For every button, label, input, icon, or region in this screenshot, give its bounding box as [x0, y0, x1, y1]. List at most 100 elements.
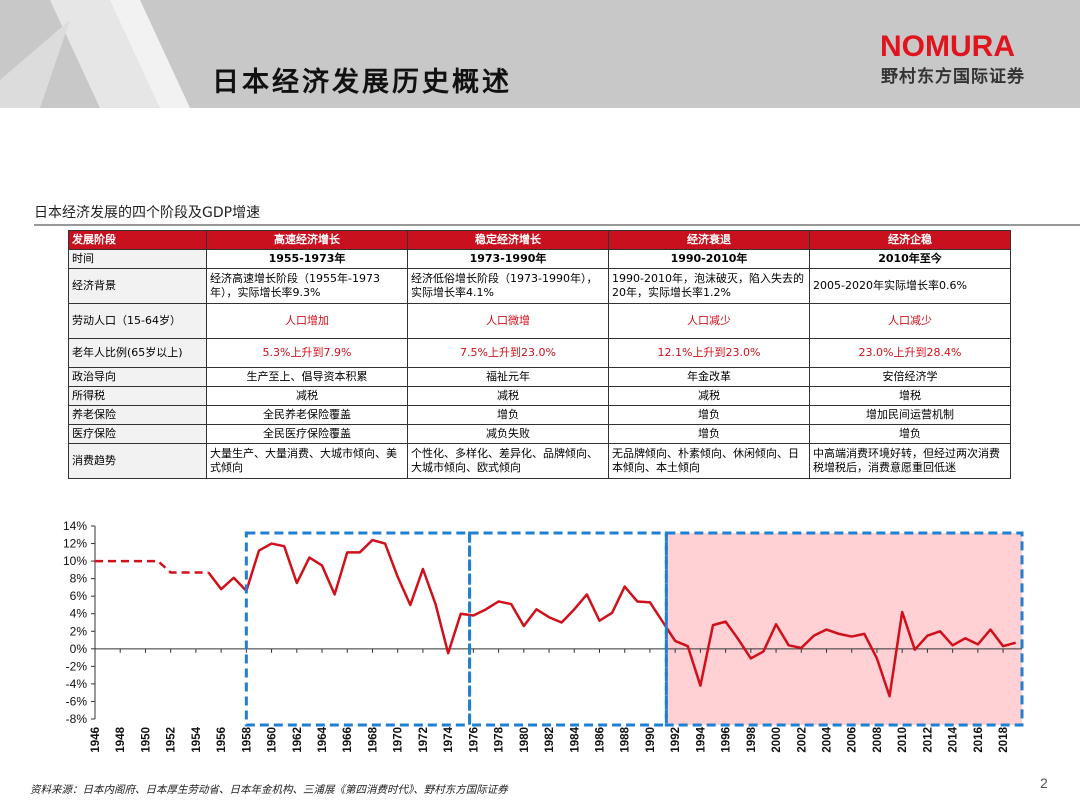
- table-cell: 经济高速增长阶段（1955年-1973年），实际增长率9.3%: [206, 268, 408, 304]
- shaded-region: [666, 533, 1022, 725]
- table-cell: 人口增加: [206, 303, 408, 339]
- x-tick-label: 2006: [847, 727, 859, 753]
- table-row: 劳动人口（15-64岁） 人口增加 人口微增 人口减少 人口减少: [68, 303, 1011, 339]
- row-label: 时间: [68, 249, 207, 269]
- table-cell: 1973-1990年: [407, 249, 609, 269]
- table-cell: 安倍经济学: [809, 367, 1011, 387]
- table-cell: 无品牌倾向、朴素倾向、休闲倾向、日本倾向、本土倾向: [608, 443, 810, 479]
- row-label: 政治导向: [68, 367, 207, 387]
- x-tick-label: 1960: [267, 727, 279, 753]
- x-tick-label: 1980: [519, 727, 531, 753]
- x-tick-label: 1982: [544, 727, 556, 753]
- row-label: 养老保险: [68, 405, 207, 425]
- x-tick-label: 1968: [367, 726, 379, 752]
- row-label: 经济背景: [68, 268, 207, 304]
- x-tick-label: 1966: [342, 727, 354, 753]
- x-tick-label: 1992: [670, 727, 682, 753]
- table-cell: 增负: [407, 405, 609, 425]
- x-tick-label: 1984: [569, 726, 581, 752]
- x-tick-label: 1958: [241, 726, 253, 752]
- table-cell: 减负失败: [407, 424, 609, 444]
- header-cell: 发展阶段: [68, 230, 207, 250]
- table-cell: 增负: [608, 405, 810, 425]
- y-tick-label: -4%: [66, 677, 88, 691]
- x-tick-label: 1994: [695, 726, 707, 752]
- x-tick-label: 1962: [292, 727, 304, 753]
- table-row: 老年人比例(65岁以上) 5.3%上升到7.9% 7.5%上升到23.0% 12…: [68, 338, 1011, 368]
- x-tick-label: 2002: [796, 727, 808, 753]
- table-cell: 2010年至今: [809, 249, 1011, 269]
- gdp-line-early-dashed: [95, 559, 209, 574]
- x-tick-label: 1946: [90, 727, 102, 753]
- table-cell: 个性化、多样化、差异化、品牌倾向、大城市倾向、欧式倾向: [407, 443, 609, 479]
- x-tick-label: 1986: [594, 727, 606, 753]
- source-note: 资料来源：日本内阁府、日本厚生劳动省、日本年金机构、三浦展《第四消费时代》、野村…: [30, 784, 508, 796]
- table-cell: 福祉元年: [407, 367, 609, 387]
- stage-box-2: [468, 531, 668, 727]
- table-cell: 增负: [809, 424, 1011, 444]
- y-tick-label: 10%: [63, 554, 87, 568]
- x-tick-label: 1952: [166, 727, 178, 753]
- table-cell: 人口微增: [407, 303, 609, 339]
- x-tick-label: 1974: [443, 726, 455, 752]
- x-tick-label: 2014: [948, 726, 960, 752]
- y-tick-label: 2%: [70, 624, 88, 638]
- header-bar: [0, 0, 1080, 108]
- nomura-logo: NOMURA: [880, 30, 1015, 63]
- x-tick-label: 1976: [468, 727, 480, 753]
- row-label: 劳动人口（15-64岁）: [68, 303, 207, 339]
- table-cell: 增加民间运营机制: [809, 405, 1011, 425]
- gdp-line: [207, 538, 1017, 698]
- table-cell: 全民医疗保险覆盖: [206, 424, 408, 444]
- y-tick-label: 0%: [70, 642, 88, 656]
- x-tick-label: 1972: [418, 727, 430, 753]
- company-name: 野村东方国际证券: [881, 67, 1025, 87]
- header-cell: 经济企稳: [809, 230, 1011, 250]
- x-tick-label: 2018: [998, 726, 1010, 752]
- table-cell: 12.1%上升到23.0%: [608, 338, 810, 368]
- table-row: 政治导向 生产至上、倡导资本积累 福祉元年 年金改革 安倍经济学: [68, 367, 1011, 387]
- table-cell: 增税: [809, 386, 1011, 406]
- table-cell: 23.0%上升到28.4%: [809, 338, 1011, 368]
- header-cell: 稳定经济增长: [407, 230, 609, 250]
- x-tick-label: 1978: [494, 726, 506, 752]
- x-tick-label: 1950: [140, 727, 152, 753]
- row-label: 老年人比例(65岁以上): [68, 338, 207, 368]
- y-tick-label: 12%: [63, 537, 87, 551]
- table-row: 消费趋势 大量生产、大量消费、大城市倾向、美式倾向 个性化、多样化、差异化、品牌…: [68, 443, 1011, 479]
- table-cell: 增负: [608, 424, 810, 444]
- x-tick-label: 1998: [746, 726, 758, 752]
- page-number: 2: [1040, 775, 1048, 791]
- y-tick-label: -6%: [66, 694, 88, 708]
- x-tick-label: 1964: [317, 726, 329, 752]
- table-cell: 减税: [608, 386, 810, 406]
- gdp-growth-chart: 14% 12% 10% 8% 6% 4% 2% 0% -2% -4% -6% -8%1946 1948 1…: [63, 519, 1024, 753]
- x-tick-label: 2004: [822, 726, 834, 752]
- table-row: 医疗保险 全民医疗保险覆盖 减负失败 增负 增负: [68, 424, 1011, 444]
- table-cell: 减税: [206, 386, 408, 406]
- x-tick-label: 1970: [393, 727, 405, 753]
- x-tick-label: 1988: [620, 726, 632, 752]
- x-tick-label: 1996: [721, 727, 733, 753]
- x-tick-label: 2008: [872, 726, 884, 752]
- row-label: 所得税: [68, 386, 207, 406]
- x-tick-label: 1954: [191, 726, 203, 752]
- section-divider: [34, 224, 1080, 226]
- y-tick-label: 4%: [70, 607, 88, 621]
- table-cell: 人口减少: [608, 303, 810, 339]
- header-cell: 高速经济增长: [206, 230, 408, 250]
- table-cell: 大量生产、大量消费、大城市倾向、美式倾向: [206, 443, 408, 479]
- table-row: 时间 1955-1973年 1973-1990年 1990-2010年 2010…: [68, 249, 1011, 269]
- header-cell: 经济衰退: [608, 230, 810, 250]
- table-header-row: 发展阶段 高速经济增长 稳定经济增长 经济衰退 经济企稳: [68, 230, 1011, 250]
- x-tick-label: 2016: [973, 727, 985, 753]
- x-tick-label: 1948: [115, 726, 127, 752]
- y-tick-label: 8%: [70, 572, 88, 586]
- x-tick-label: 2000: [771, 727, 783, 753]
- y-tick-label: 6%: [70, 589, 88, 603]
- table-row: 经济背景 经济高速增长阶段（1955年-1973年），实际增长率9.3% 经济低…: [68, 268, 1011, 304]
- table-cell: 减税: [407, 386, 609, 406]
- row-label: 医疗保险: [68, 424, 207, 444]
- header-decoration: [0, 0, 190, 108]
- table-cell: 中高端消费环境好转，但经过两次消费税增税后，消费意愿重回低迷: [809, 443, 1011, 479]
